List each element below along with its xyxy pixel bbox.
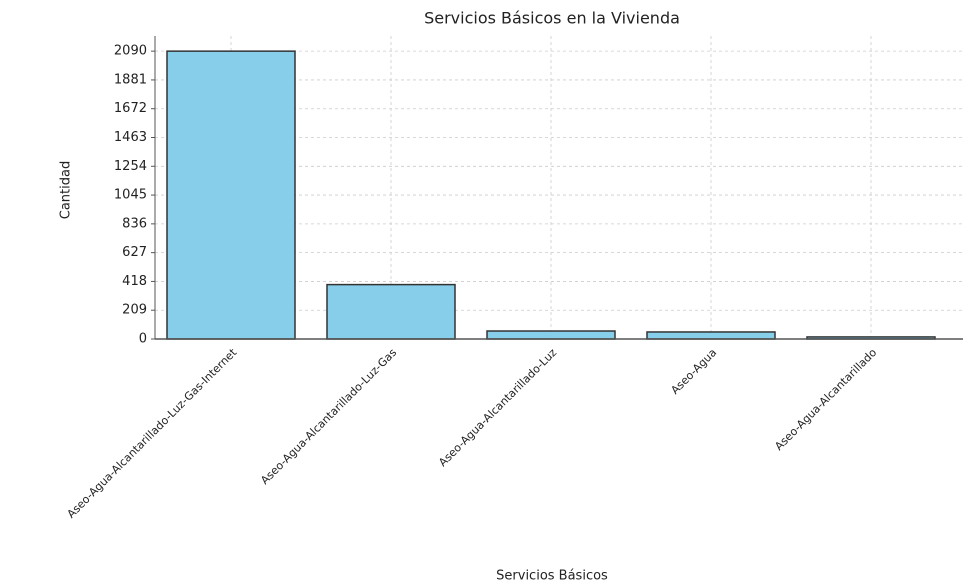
x-tick-label: Aseo-Agua-Alcantarillado xyxy=(772,346,879,453)
x-tick-label: Aseo-Agua-Alcantarillado-Luz xyxy=(436,346,559,469)
y-tick-label: 1045 xyxy=(114,188,147,203)
y-tick-label: 418 xyxy=(122,274,147,289)
y-tick-label: 627 xyxy=(122,245,147,260)
y-tick-label: 0 xyxy=(139,332,147,347)
y-tick-label: 1254 xyxy=(114,159,147,174)
y-tick-label: 1881 xyxy=(114,72,147,87)
y-tick-label: 2090 xyxy=(114,44,147,59)
bar xyxy=(486,330,616,340)
x-tick-label: Aseo-Agua-Alcantarillado-Luz-Gas xyxy=(258,346,399,487)
x-axis-label: Servicios Básicos xyxy=(496,569,608,584)
bar xyxy=(166,50,296,340)
bar xyxy=(326,283,456,340)
y-axis-label: Cantidad xyxy=(59,161,74,219)
chart-title: Servicios Básicos en la Vivienda xyxy=(424,9,680,28)
y-tick-label: 836 xyxy=(122,216,147,231)
bar xyxy=(646,331,776,340)
x-tick-label: Aseo-Agua xyxy=(668,346,719,397)
y-tick-label: 1672 xyxy=(114,101,147,116)
x-tick-label: Aseo-Agua-Alcantarillado-Luz-Gas-Interne… xyxy=(65,346,240,521)
y-tick-label: 1463 xyxy=(114,130,147,145)
y-tick-label: 209 xyxy=(122,303,147,318)
